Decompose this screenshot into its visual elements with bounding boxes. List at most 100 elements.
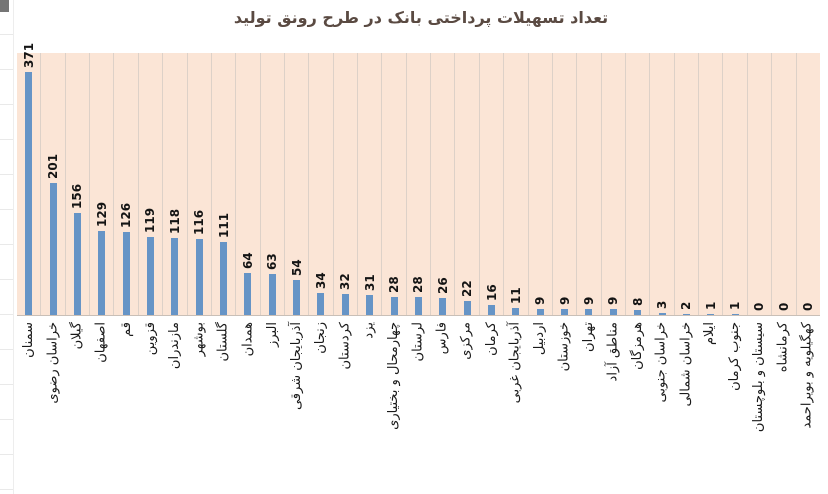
- value-label: 2: [679, 301, 694, 310]
- category-label-cell: تهران: [577, 318, 601, 494]
- category-label-cell: سیستان و بلوچستان: [747, 318, 771, 494]
- category-label-cell: خراسان رضوی: [41, 318, 65, 494]
- value-label: 9: [581, 296, 596, 306]
- category-label-cell: مرکزی: [455, 318, 479, 494]
- category-label: فارس: [434, 322, 450, 355]
- bar[interactable]: [439, 297, 447, 315]
- value-label: 32: [338, 273, 353, 291]
- bar[interactable]: [536, 309, 544, 315]
- bar-column: 111: [212, 53, 237, 315]
- bar[interactable]: [268, 273, 276, 315]
- value-label: 9: [557, 296, 572, 306]
- bar-column: 0: [797, 53, 820, 315]
- category-label: گلستان: [215, 322, 231, 362]
- category-label-cell: خوزستان: [552, 318, 576, 494]
- bar[interactable]: [609, 309, 617, 315]
- value-label: 16: [484, 283, 499, 301]
- category-label: کردستان: [337, 322, 353, 370]
- value-label: 371: [21, 42, 36, 68]
- bar-column: 126: [114, 53, 139, 315]
- value-label: 201: [46, 154, 61, 180]
- category-label-cell: سمنان: [17, 318, 41, 494]
- category-label: تهران: [580, 322, 596, 352]
- value-label: 0: [752, 302, 767, 311]
- value-label: 11: [508, 287, 523, 304]
- category-label: بوشهر: [191, 322, 207, 357]
- plot-area[interactable]: 371 201 156 129 126 119 118 116 111 64 63 54 34 32 31 2…: [17, 43, 820, 316]
- value-label: 156: [70, 183, 85, 209]
- spreadsheet-left-strip: [0, 0, 14, 494]
- chart-container[interactable]: تعداد تسهیلات پرداختی بانک در طرح رونق ت…: [14, 0, 828, 494]
- bar[interactable]: [25, 72, 33, 315]
- value-label: 54: [289, 258, 304, 276]
- value-label: 1: [728, 302, 743, 311]
- bar[interactable]: [293, 279, 301, 315]
- category-label: خراسان شمالی: [678, 322, 694, 407]
- bar[interactable]: [390, 296, 398, 315]
- category-label: سیستان و بلوچستان: [751, 322, 767, 433]
- category-label: آذربایجان غربی: [507, 322, 523, 404]
- value-label: 34: [313, 272, 328, 289]
- bar[interactable]: [49, 183, 57, 315]
- bar[interactable]: [341, 294, 349, 315]
- category-label-cell: لرستان: [406, 318, 430, 494]
- bar-column: 63: [261, 53, 285, 315]
- category-label: لرستان: [410, 322, 426, 362]
- category-label-cell: مازندران: [163, 318, 187, 494]
- bar-column: 11: [504, 53, 529, 315]
- category-label: ایلام: [702, 322, 718, 346]
- category-label-cell: اردبیل: [528, 318, 552, 494]
- category-label: سمنان: [21, 322, 37, 358]
- bar[interactable]: [73, 212, 81, 315]
- bar-column: 119: [139, 53, 164, 315]
- bar-column: 31: [358, 53, 383, 315]
- value-label: 0: [776, 302, 791, 311]
- bar[interactable]: [122, 232, 130, 315]
- category-label-cell: کرمانشاه: [771, 318, 795, 494]
- category-label-cell: بوشهر: [187, 318, 211, 494]
- bar[interactable]: [146, 237, 154, 315]
- bar[interactable]: [585, 309, 593, 315]
- bar[interactable]: [244, 273, 252, 315]
- value-label: 9: [533, 296, 548, 306]
- value-label: 28: [387, 275, 402, 293]
- category-label: اصفهان: [94, 322, 110, 363]
- bar[interactable]: [171, 237, 179, 315]
- bar-column: 34: [309, 53, 334, 315]
- bar-column: 156: [66, 53, 91, 315]
- bar-column: 9: [602, 53, 626, 315]
- bar[interactable]: [731, 314, 739, 315]
- bar-column: 129: [90, 53, 115, 315]
- category-label-cell: چهارمحال و بختیاری: [382, 318, 406, 494]
- category-label: مناطق آزاد: [605, 322, 621, 382]
- bar[interactable]: [317, 292, 325, 315]
- bar[interactable]: [366, 294, 374, 315]
- value-label: 3: [655, 300, 670, 310]
- category-label-cell: خراسان جنوبی: [650, 318, 674, 494]
- category-label: قزوین: [142, 322, 158, 356]
- bar[interactable]: [463, 300, 471, 315]
- bar[interactable]: [98, 230, 106, 315]
- bar[interactable]: [512, 307, 520, 315]
- value-label: 111: [216, 213, 231, 239]
- bar[interactable]: [682, 313, 690, 315]
- bar[interactable]: [414, 296, 422, 315]
- chart-title[interactable]: تعداد تسهیلات پرداختی بانک در طرح رونق ت…: [233, 8, 609, 27]
- bar[interactable]: [634, 309, 642, 315]
- bar[interactable]: [220, 242, 228, 315]
- category-label: خراسان رضوی: [45, 322, 61, 404]
- bar-column: 26: [431, 53, 456, 315]
- bar[interactable]: [658, 313, 666, 315]
- value-label: 64: [240, 252, 255, 270]
- value-label: 116: [192, 209, 207, 236]
- category-label-cell: گیلان: [66, 318, 90, 494]
- bar[interactable]: [195, 239, 203, 315]
- value-label: 118: [167, 208, 182, 234]
- bar[interactable]: [488, 304, 495, 315]
- bar[interactable]: [707, 314, 715, 315]
- bar[interactable]: [561, 309, 569, 315]
- category-label: البرز: [264, 322, 280, 347]
- bar-column: 28: [407, 53, 432, 315]
- value-label: 119: [143, 208, 158, 234]
